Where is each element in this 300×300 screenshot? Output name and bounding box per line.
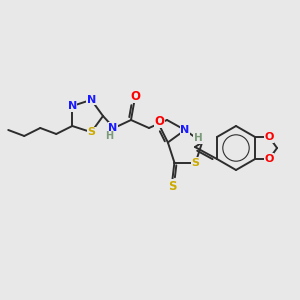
Text: O: O [130, 89, 140, 103]
Text: N: N [87, 95, 96, 105]
Text: O: O [264, 132, 274, 142]
Text: S: S [87, 127, 95, 137]
Text: S: S [168, 180, 177, 193]
Text: H: H [105, 131, 113, 141]
Text: O: O [155, 115, 165, 128]
Text: H: H [194, 133, 202, 143]
Text: O: O [264, 154, 274, 164]
Text: S: S [192, 158, 200, 168]
Text: N: N [108, 123, 118, 133]
Text: N: N [180, 125, 190, 135]
Text: N: N [68, 101, 77, 111]
